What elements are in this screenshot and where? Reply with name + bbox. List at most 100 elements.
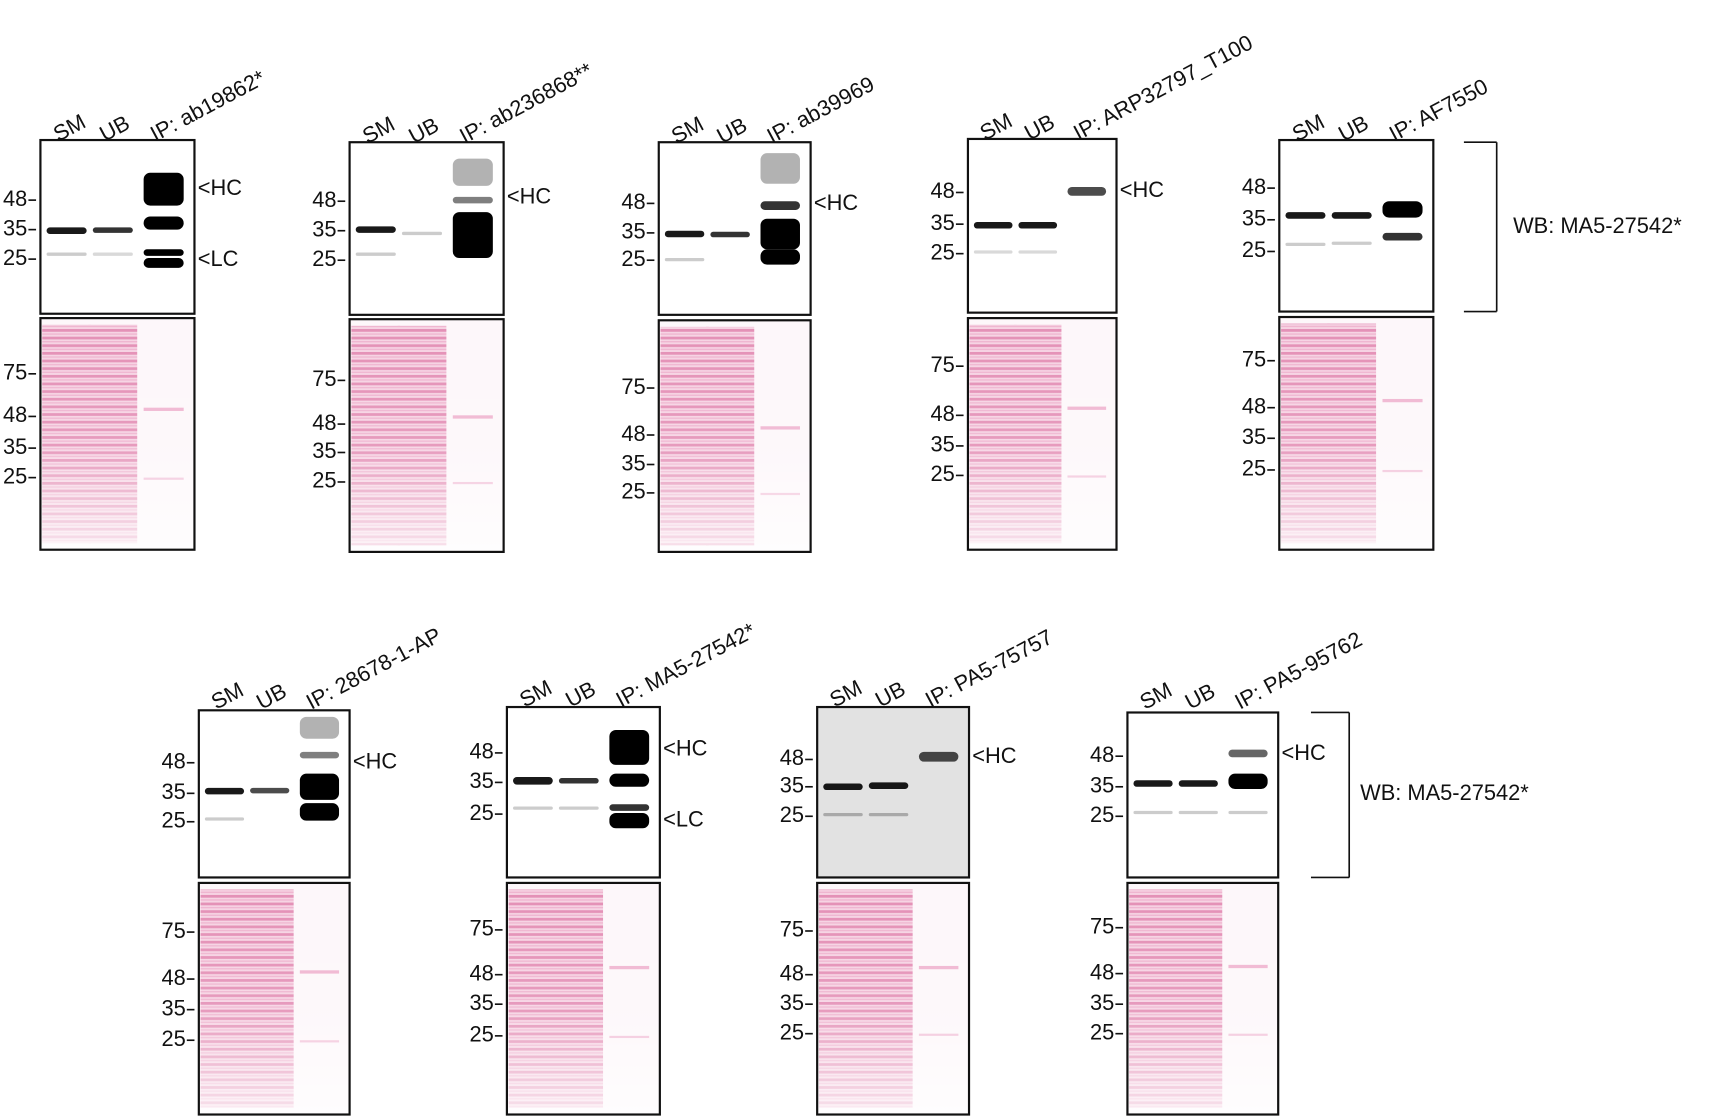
mw-marker: 48	[161, 749, 185, 774]
mw-marker: 25	[1242, 456, 1266, 481]
mw-marker: 48	[1242, 393, 1266, 418]
band	[46, 252, 87, 256]
mw-marker: 48	[780, 745, 804, 770]
mw-marker: 75	[1242, 346, 1266, 371]
mw-marker: 35	[470, 768, 494, 793]
mw-marker: 25	[470, 800, 494, 825]
lane-label: IP: 28678-1-AP	[302, 622, 446, 714]
band	[204, 817, 245, 821]
band	[1285, 242, 1326, 247]
mw-marker: 35	[780, 990, 804, 1015]
band	[823, 783, 863, 791]
mw-marker: 75	[931, 352, 955, 377]
wb-label: WB: MA5-27542*	[1513, 213, 1682, 238]
band	[1018, 221, 1058, 229]
band	[760, 249, 800, 265]
band	[355, 226, 396, 233]
ponceau-frame	[1126, 881, 1280, 1116]
ponceau-fade	[967, 318, 1117, 550]
band	[1133, 810, 1173, 815]
wb-blot	[1126, 711, 1280, 879]
band	[1018, 250, 1058, 254]
band-annotation: <HC	[353, 749, 397, 774]
band	[299, 803, 340, 821]
wb-label: WB: MA5-27542*	[1360, 780, 1529, 805]
band	[1178, 810, 1218, 815]
lane-label: UB	[1181, 678, 1220, 714]
band	[1133, 780, 1173, 787]
band	[452, 212, 493, 259]
mw-marker: 35	[470, 990, 494, 1015]
lane-label: UB	[252, 678, 291, 714]
ponceau-fade	[817, 882, 970, 1115]
band-annotation: <HC	[663, 735, 707, 760]
mw-marker: 48	[470, 960, 494, 985]
mw-marker: 75	[621, 374, 645, 399]
band	[1382, 201, 1423, 218]
mw-marker: 35	[1242, 424, 1266, 449]
lane-label: IP: PA5-75757	[921, 624, 1057, 712]
mw-marker: 35	[3, 215, 27, 240]
ponceau-fade	[40, 318, 195, 550]
mw-marker: 48	[312, 187, 336, 212]
band	[973, 250, 1013, 254]
band	[609, 813, 650, 829]
mw-marker: 48	[1242, 174, 1266, 199]
band	[760, 201, 800, 210]
mw-marker: 25	[3, 245, 27, 270]
mw-marker: 25	[161, 808, 185, 833]
mw-marker: 35	[621, 219, 645, 244]
mw-marker: 48	[1090, 742, 1114, 767]
mw-marker: 48	[470, 739, 494, 764]
band	[710, 231, 750, 238]
band	[513, 806, 553, 810]
lane-label: IP: AF7550	[1385, 73, 1492, 146]
ponceau-frame	[348, 318, 505, 553]
band	[558, 806, 599, 810]
band	[1228, 749, 1268, 758]
ponceau-frame	[1278, 315, 1435, 551]
mw-marker: 25	[780, 1019, 804, 1044]
band	[143, 216, 184, 230]
mw-marker: 25	[470, 1022, 494, 1047]
band	[513, 776, 553, 785]
ponceau-fade	[349, 319, 504, 552]
mw-marker: 48	[3, 402, 27, 427]
band	[1228, 810, 1268, 815]
band-annotation: <HC	[198, 175, 242, 200]
ponceau-frame	[39, 317, 196, 551]
mw-marker: 48	[780, 960, 804, 985]
band	[868, 782, 909, 789]
mw-marker: 35	[312, 216, 336, 241]
mw-marker: 35	[312, 438, 336, 463]
mw-marker: 35	[161, 779, 185, 804]
mw-marker: 25	[1090, 802, 1114, 827]
band	[1382, 232, 1423, 241]
band-annotation: <HC	[972, 743, 1016, 768]
lane-label: IP: MA5-27542*	[612, 618, 760, 713]
lane-label: IP: PA5-95762	[1230, 626, 1366, 714]
band-annotation: <HC	[1120, 177, 1164, 202]
mw-marker: 35	[1242, 206, 1266, 231]
band	[760, 218, 800, 250]
band	[1331, 241, 1372, 245]
ponceau-frame	[816, 881, 971, 1116]
band	[299, 716, 340, 739]
mw-marker: 48	[312, 410, 336, 435]
mw-marker: 75	[1090, 913, 1114, 938]
band	[1331, 212, 1372, 219]
ponceau-frame	[505, 881, 661, 1116]
mw-marker: 25	[312, 246, 336, 271]
mw-marker: 35	[1090, 990, 1114, 1015]
wb-blot	[816, 705, 971, 879]
ponceau-fade	[1279, 317, 1434, 550]
band	[355, 252, 396, 256]
ponceau-fade	[198, 882, 350, 1115]
mw-marker: 48	[161, 965, 185, 990]
mw-marker: 25	[931, 461, 955, 486]
mw-marker: 35	[3, 434, 27, 459]
mw-marker: 25	[1242, 237, 1266, 262]
mw-marker: 25	[931, 239, 955, 264]
band-annotation: <LC	[198, 246, 239, 271]
